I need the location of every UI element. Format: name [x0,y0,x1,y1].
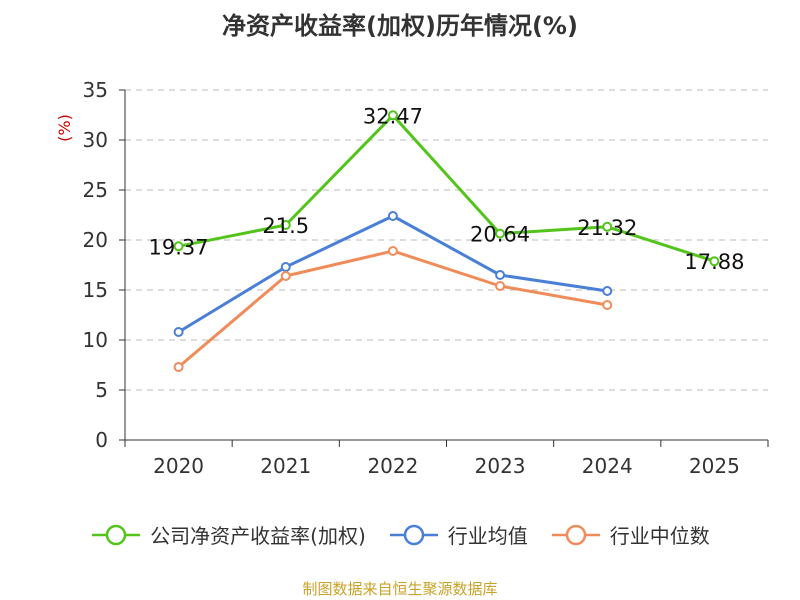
y-tick-label: 20 [83,228,108,252]
y-tick-label: 30 [83,128,108,152]
legend-swatch-company [92,524,141,545]
data-point [280,262,291,272]
legend-item-industry-median[interactable]: 行业中位数 [550,520,710,549]
x-tick-label: 2024 [582,454,633,478]
data-point [387,211,398,221]
data-point [173,362,184,372]
data-label: 17.88 [684,250,744,274]
data-point [387,246,398,256]
legend-swatch-industry-median [551,524,600,545]
legend-label-company: 公司净资产收益率(加权) [150,524,366,548]
data-point [280,220,291,230]
legend-item-company[interactable]: 公司净资产收益率(加权) [90,520,366,549]
legend-swatch-industry-avg [389,524,438,545]
data-label: 21.32 [577,216,637,240]
chart-title: 净资产收益率(加权)历年情况(%) [222,12,578,40]
data-label: 20.64 [470,223,530,247]
series-line-0 [178,113,715,263]
data-label: 21.5 [262,214,309,238]
y-tick-label: 15 [83,278,108,302]
data-point [602,221,613,232]
data-point [280,271,291,281]
data-label: 32.47 [363,104,423,128]
x-tick-label: 2020 [153,454,204,478]
data-point [495,228,506,239]
x-tick-label: 2022 [367,454,418,478]
y-tick-label: 35 [83,78,108,102]
data-source-note: 制图数据来自恒生聚源数据库 [302,580,498,598]
chart-legend: 公司净资产收益率(加权) 行业均值 行业中位数 [0,520,800,549]
data-point [495,270,506,280]
data-point [495,281,506,291]
data-point [173,241,184,252]
data-point [602,300,613,310]
series-line-2 [177,249,608,369]
legend-item-industry-avg[interactable]: 行业均值 [388,520,528,549]
data-point [387,110,398,121]
data-point [602,286,613,296]
y-axis-label: (%) [55,114,74,142]
y-tick-label: 5 [95,378,108,402]
legend-label-industry-median: 行业中位数 [609,524,710,548]
legend-label-industry-avg: 行业均值 [447,524,528,548]
y-tick-label: 0 [95,428,108,452]
x-tick-label: 2023 [475,454,526,478]
x-tick-label: 2025 [689,454,740,478]
x-tick-label: 2021 [260,454,311,478]
data-point [709,256,720,267]
data-point [173,327,184,337]
data-label: 19.37 [149,235,209,259]
y-tick-label: 10 [83,328,108,352]
y-tick-label: 25 [83,178,108,202]
